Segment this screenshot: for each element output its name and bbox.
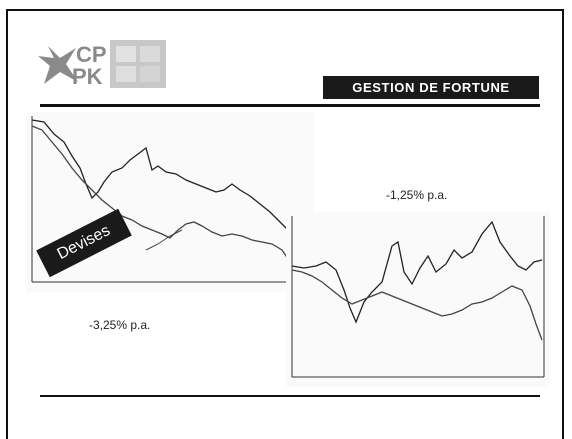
header-divider: [40, 104, 540, 107]
company-logo: CP PK: [38, 40, 166, 89]
slide-frame: [6, 9, 564, 439]
chart-right-series-1: [291, 220, 543, 324]
chart-left-series-2-lower: [145, 229, 183, 251]
header-title: GESTION DE FORTUNE: [323, 76, 539, 99]
logo-text-top: CP: [76, 42, 107, 67]
footer-divider: [40, 395, 540, 397]
chart-right-series-2: [291, 269, 543, 341]
logo-text-bottom: PK: [72, 64, 103, 89]
chart-left-series-1: [31, 119, 305, 245]
right-chart-return: -1,25% p.a.: [386, 188, 448, 202]
left-chart-return: -3,25% p.a.: [89, 318, 151, 332]
currency-chart-right: [286, 212, 550, 387]
